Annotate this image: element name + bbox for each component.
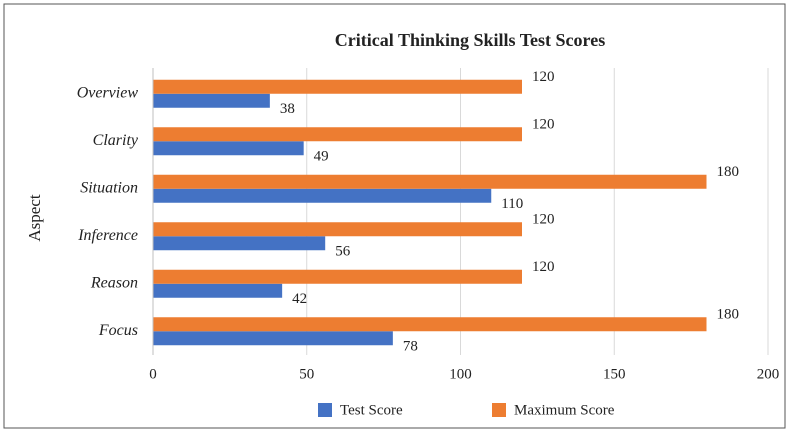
x-tick-label: 150 [603, 366, 626, 382]
bar [153, 317, 707, 332]
data-label: 38 [280, 101, 295, 117]
bar [153, 127, 522, 142]
data-label: 42 [292, 291, 307, 307]
data-label: 180 [717, 164, 740, 180]
bar [153, 174, 707, 189]
data-label: 78 [403, 339, 418, 355]
legend-swatch [318, 403, 332, 417]
x-tick-label: 100 [449, 366, 472, 382]
bar [153, 222, 522, 237]
x-tick-label: 0 [149, 366, 157, 382]
y-tick-label: Situation [80, 179, 138, 196]
chart-title: Critical Thinking Skills Test Scores [335, 30, 605, 50]
legend-label: Test Score [340, 402, 403, 418]
bar [153, 283, 283, 298]
y-tick-label: Inference [77, 227, 138, 244]
legend-label: Maximum Score [514, 402, 615, 418]
bar [153, 79, 522, 94]
x-tick-label: 200 [757, 366, 780, 382]
data-label: 120 [532, 117, 555, 133]
data-label: 180 [717, 307, 740, 323]
data-label: 56 [335, 244, 351, 260]
y-tick-label: Focus [98, 322, 138, 339]
y-tick-label: Overview [77, 84, 139, 101]
y-tick-label: Clarity [93, 132, 139, 149]
bar [153, 188, 492, 203]
bar [153, 331, 393, 346]
bar [153, 236, 326, 251]
data-label: 120 [532, 259, 555, 275]
data-label: 49 [314, 149, 329, 165]
data-label: 120 [532, 69, 555, 85]
bar [153, 93, 270, 108]
bar [153, 269, 522, 284]
data-label: 110 [501, 196, 523, 212]
chart-border [3, 3, 786, 429]
y-axis-title: Aspect [25, 194, 44, 241]
y-tick-label: Reason [90, 274, 138, 291]
data-label: 120 [532, 212, 555, 228]
legend-swatch [492, 403, 506, 417]
x-tick-label: 50 [299, 366, 314, 382]
bar [153, 141, 304, 156]
